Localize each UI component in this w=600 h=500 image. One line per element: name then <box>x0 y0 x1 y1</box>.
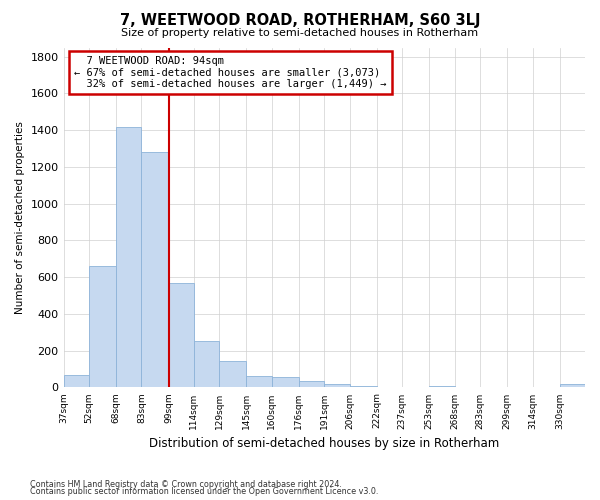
Text: 7 WEETWOOD ROAD: 94sqm
← 67% of semi-detached houses are smaller (3,073)
  32% o: 7 WEETWOOD ROAD: 94sqm ← 67% of semi-det… <box>74 56 386 89</box>
Bar <box>116 126 142 388</box>
Bar <box>247 376 272 388</box>
Bar <box>142 152 169 388</box>
X-axis label: Distribution of semi-detached houses by size in Rotherham: Distribution of semi-detached houses by … <box>149 437 499 450</box>
Bar <box>299 381 324 388</box>
Bar <box>429 386 455 388</box>
Bar <box>350 386 377 388</box>
Text: 7, WEETWOOD ROAD, ROTHERHAM, S60 3LJ: 7, WEETWOOD ROAD, ROTHERHAM, S60 3LJ <box>120 12 480 28</box>
Bar <box>220 361 247 388</box>
Bar <box>169 282 194 388</box>
Bar <box>377 386 402 388</box>
Bar <box>272 378 299 388</box>
Bar <box>64 376 89 388</box>
Bar <box>89 266 116 388</box>
Y-axis label: Number of semi-detached properties: Number of semi-detached properties <box>15 121 25 314</box>
Bar <box>402 387 429 388</box>
Bar <box>560 384 585 388</box>
Text: Contains HM Land Registry data © Crown copyright and database right 2024.: Contains HM Land Registry data © Crown c… <box>30 480 342 489</box>
Bar <box>194 340 220 388</box>
Bar <box>324 384 350 388</box>
Text: Size of property relative to semi-detached houses in Rotherham: Size of property relative to semi-detach… <box>121 28 479 38</box>
Text: Contains public sector information licensed under the Open Government Licence v3: Contains public sector information licen… <box>30 487 379 496</box>
